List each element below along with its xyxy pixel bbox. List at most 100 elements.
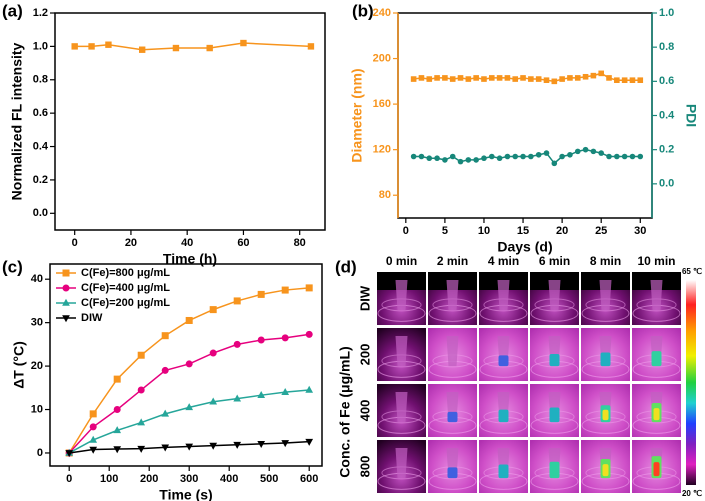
marker [512,76,519,82]
marker [137,351,145,359]
tube [395,448,408,479]
marker [89,423,97,431]
marker [62,315,70,323]
tube [497,280,510,311]
panel-label: (d) [335,257,357,276]
marker [257,336,265,344]
marker [281,286,289,294]
thermal-image [377,440,426,493]
y-tick-label: 0.8 [33,74,48,86]
marker [614,153,620,160]
hot-spot [498,355,509,367]
marker [185,443,194,451]
y-tick-label: 20 [31,360,43,372]
x-tick-label: 100 [100,473,118,485]
thermal-image [581,384,630,437]
y2-axis-label: PDI [683,104,699,127]
y2-tick-label: 0.6 [659,75,674,87]
marker [629,153,636,160]
marker [567,151,573,158]
hot-spot [447,411,458,423]
marker [233,340,241,348]
y-tick-label: 0.2 [33,174,48,186]
marker [504,75,511,81]
y-tick-label: 120 [373,144,391,156]
marker [161,444,170,452]
marker [233,441,242,449]
thermal-image [530,272,579,325]
hot-spot [549,407,560,423]
legend-label: C(Fe)=200 μg/mL [81,297,170,309]
tube [650,280,663,311]
x-tick-label: 10 [478,225,490,237]
marker [614,77,620,83]
marker [473,75,479,81]
marker [305,330,313,338]
legend-label: DIW [81,312,103,324]
marker [185,316,193,324]
marker [185,403,194,411]
hot-core [653,462,660,477]
marker [206,44,213,52]
hot-spot [600,352,611,367]
marker [185,360,193,368]
thermal-image [428,384,477,437]
marker [233,297,241,305]
marker [113,406,121,414]
scale-min: 20 ℃ [682,489,702,498]
tube [395,280,408,311]
y-tick-label: 40 [31,273,43,285]
thermal-image [581,328,630,381]
marker [520,153,526,160]
marker [410,76,417,82]
marker [590,148,597,155]
marker [449,76,456,82]
x-tick-label: 400 [220,473,238,485]
thermal-image [428,328,477,381]
marker [559,153,565,160]
hot-core [602,464,609,477]
legend-label: C(Fe)=400 μg/mL [81,282,170,294]
marker [473,157,479,163]
marker [209,442,218,450]
y-tick-label: 0.4 [33,140,49,152]
marker [574,148,581,155]
hot-core [653,408,660,421]
thermal-image [632,328,681,381]
thermal-image [581,272,630,325]
marker [307,43,315,50]
thermal-image [530,328,579,381]
x-tick-label: 30 [634,225,646,237]
x-tick-label: 0 [66,473,72,485]
thermal-image [377,384,426,437]
marker [257,390,266,398]
thermal-image [479,440,528,493]
y-tick-label: 80 [379,189,391,201]
thermal-image [428,272,477,325]
marker [89,410,97,418]
marker [574,75,581,81]
row-label: 800 [357,456,372,478]
hot-spot [498,409,509,423]
panel-label: (a) [2,1,23,20]
marker [551,160,558,167]
plot-frame [397,12,653,219]
marker [240,39,247,47]
x-tick-label: 300 [180,473,198,485]
marker [257,290,265,298]
panel-label: (c) [2,257,23,276]
marker [582,73,589,80]
marker [637,77,644,83]
marker [71,43,78,50]
marker [449,153,456,160]
marker [520,75,526,81]
y-tick-label: 160 [373,98,391,110]
tube [395,336,408,367]
column-label: 6 min [539,254,570,268]
column-label: 2 min [437,254,468,268]
marker [418,153,425,160]
marker [465,76,472,82]
marker [590,72,597,79]
y-tick-label: 1.2 [33,7,48,19]
x-axis-label: Days (d) [497,239,552,255]
